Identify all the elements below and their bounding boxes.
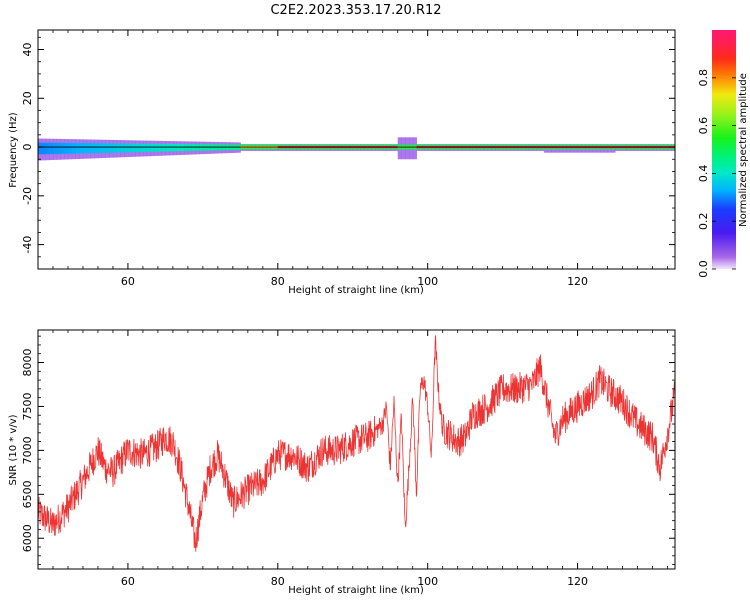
y-tick-label: 8000 xyxy=(21,349,34,377)
x-tick-label: 60 xyxy=(121,575,135,588)
y-tick-label: 20 xyxy=(21,91,34,105)
snr-frame xyxy=(37,329,676,570)
x-tick-label: 120 xyxy=(567,275,588,288)
y-tick-label: 0 xyxy=(21,144,34,151)
y-tick-label: 6500 xyxy=(21,480,34,508)
x-tick-label: 100 xyxy=(417,275,438,288)
snr-series-line xyxy=(38,335,675,552)
y-tick-label: 7500 xyxy=(21,392,34,420)
colorbar-label: Normalized spectral amplitude xyxy=(738,73,749,227)
spectrogram-frame xyxy=(37,29,676,270)
snr-data xyxy=(38,335,675,552)
spectrogram-band xyxy=(38,142,43,155)
spectrogram-band xyxy=(60,142,65,154)
y-tick-label: 7000 xyxy=(21,436,34,464)
colorbar-tick-label: 0.4 xyxy=(697,165,710,183)
x-tick-label: 60 xyxy=(121,275,135,288)
spectrogram-y-ticks: -40 -20 0 20 40 xyxy=(21,36,675,270)
y-tick-label: -40 xyxy=(21,236,34,254)
snr-panel: 60 80 100 120 6000 6500 7000 7500 8000 Height o… xyxy=(8,329,676,596)
spectrogram-band xyxy=(82,143,88,154)
spectrogram-band xyxy=(52,142,58,155)
y-tick-label: -20 xyxy=(21,187,34,205)
colorbar-scale xyxy=(712,30,736,269)
snr-y-ticks: 6000 6500 7000 7500 8000 xyxy=(21,335,675,566)
snr-y-label: SNR (10 * v/v) xyxy=(8,414,19,485)
spectrogram-band xyxy=(67,142,73,154)
spectrogram-band xyxy=(79,143,84,154)
colorbar-tick-label: 0.2 xyxy=(697,212,710,230)
figure-title: C2E2.2023.353.17.20.R12 xyxy=(270,3,441,18)
spectrogram-band xyxy=(64,142,69,154)
colorbar-tick-label: 0.8 xyxy=(697,69,710,87)
x-tick-label: 80 xyxy=(271,575,285,588)
colorbar: 0.0 0.2 0.4 0.6 0.8 Normalized spectral ampl… xyxy=(697,30,749,278)
spectrogram-x-ticks: 60 80 100 120 xyxy=(37,30,668,288)
spectrogram-band xyxy=(75,143,80,154)
spectrogram-panel: 60 80 100 120 -40 -20 0 20 40 Height of straigh… xyxy=(8,29,676,296)
spectrogram-y-label: Frequency (Hz) xyxy=(8,112,19,188)
colorbar-tick-label: 0.6 xyxy=(697,117,710,135)
x-tick-label: 100 xyxy=(417,575,438,588)
x-tick-label: 80 xyxy=(271,275,285,288)
spectrogram-band xyxy=(71,143,76,154)
spectrogram-band xyxy=(90,143,95,154)
y-tick-label: 6000 xyxy=(21,524,34,552)
spectrogram-band xyxy=(86,143,91,154)
spectrogram-band xyxy=(49,142,54,155)
colorbar-tick-label: 0.0 xyxy=(697,260,710,278)
y-tick-label: 40 xyxy=(21,43,34,57)
spectrogram-band xyxy=(41,142,46,155)
spectrogram-data xyxy=(38,137,675,161)
x-tick-label: 120 xyxy=(567,575,588,588)
snr-x-label: Height of straight line (km) xyxy=(288,585,424,596)
spectrogram-band xyxy=(56,142,61,154)
colorbar-ticks: 0.0 0.2 0.4 0.6 0.8 xyxy=(697,69,736,278)
spectrogram-x-label: Height of straight line (km) xyxy=(288,285,424,296)
snr-x-ticks: 60 80 100 120 xyxy=(37,330,668,588)
spectrogram-band xyxy=(45,142,50,155)
